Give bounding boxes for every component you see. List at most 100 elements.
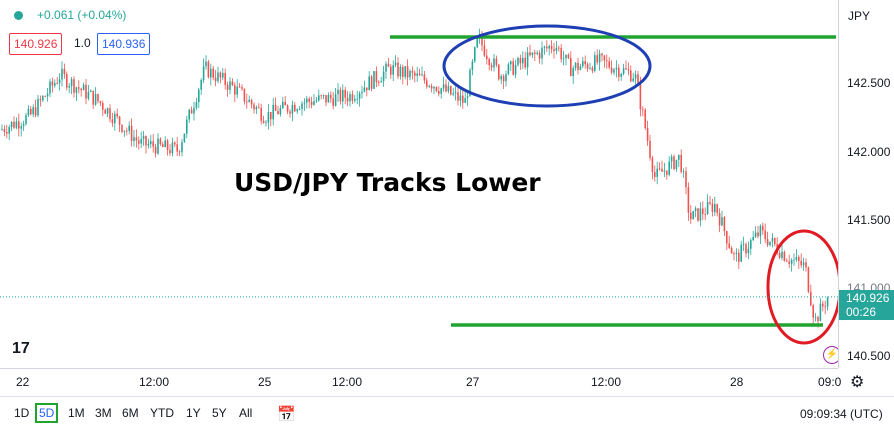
candle-body (488, 59, 490, 66)
candle-body (138, 140, 140, 144)
candle-body (754, 232, 757, 237)
bid-price-button[interactable]: 140.926 (9, 33, 63, 55)
candle-body (94, 94, 97, 105)
candle-body (721, 217, 723, 226)
candle-body (54, 83, 56, 86)
spread-value: 1.0 (74, 36, 91, 50)
candle-body (279, 107, 282, 115)
clock-display: 09:09:34 (UTC) (800, 407, 883, 421)
range-1d-button[interactable]: 1D (14, 406, 30, 420)
candle-body (116, 113, 118, 117)
candle-body (673, 156, 675, 170)
candle-body (445, 84, 447, 92)
candle-body (459, 95, 462, 101)
gear-icon[interactable]: ⚙ (850, 374, 865, 391)
range-1y-button[interactable]: 1Y (186, 406, 201, 420)
candle-body (781, 251, 783, 258)
candle-body (181, 142, 183, 153)
candle-body (310, 101, 313, 105)
candle-body (483, 45, 486, 56)
market-status-dot (14, 11, 23, 20)
candle-body (339, 89, 342, 102)
calendar-icon[interactable]: 📅 (277, 406, 296, 423)
candle-body (226, 84, 229, 90)
candle-body (433, 86, 435, 89)
candle-body (66, 74, 68, 88)
candle-body (594, 55, 596, 72)
candle-body (272, 104, 274, 120)
candle-body (75, 87, 78, 93)
candle-body (58, 79, 61, 84)
range-5y-button[interactable]: 5Y (212, 406, 227, 420)
candle-body (608, 61, 610, 68)
candle-body (404, 66, 406, 77)
range-5d-button[interactable]: 5D (35, 403, 59, 423)
candle-body (51, 81, 54, 86)
candle-body (258, 107, 260, 108)
candle-body (814, 317, 817, 318)
currency-selector[interactable]: JPY (848, 9, 871, 23)
ask-price-button[interactable]: 140.936 (97, 33, 151, 55)
candle-body (627, 69, 630, 71)
candle-body (212, 68, 214, 78)
range-1m-button[interactable]: 1M (68, 406, 85, 420)
range-3m-button[interactable]: 3M (95, 406, 112, 420)
candle-body (536, 52, 538, 55)
range-all-button[interactable]: All (239, 406, 253, 420)
candle-body (625, 68, 627, 70)
candle-body (582, 61, 584, 67)
candle-body (349, 94, 351, 102)
candle-body (558, 47, 560, 49)
candle-body (774, 238, 776, 245)
candle-body (320, 95, 322, 97)
candle-body (529, 52, 531, 56)
candle-body (46, 93, 49, 97)
candle-body (702, 208, 704, 214)
range-ytd-button[interactable]: YTD (150, 406, 174, 420)
candle-body (147, 144, 150, 146)
candle-body (546, 46, 548, 49)
candle-body (474, 47, 476, 62)
candle-body (682, 171, 685, 173)
candle-body (301, 103, 303, 109)
candle-body (500, 76, 502, 80)
candle-body (198, 89, 200, 103)
candle-body (135, 137, 138, 141)
candle-body (313, 101, 315, 105)
candle-body (740, 244, 742, 262)
candle-body (6, 131, 8, 134)
candle-body (296, 109, 298, 112)
candle-body (438, 91, 440, 94)
candle-body (752, 236, 754, 241)
candle-body (601, 53, 603, 56)
candle-body (589, 67, 591, 69)
candle-body (538, 52, 541, 59)
chart-area[interactable]: +0.061 (+0.04%) 140.926 1.0 140.936 USD/… (0, 0, 841, 368)
price-axis[interactable]: JPY 142.500 142.000 141.500 141.000 140.… (838, 0, 894, 368)
candle-body (126, 130, 128, 132)
candle-body (82, 84, 85, 91)
candle-body (109, 108, 111, 120)
candlestick-chart[interactable] (0, 0, 838, 368)
candle-body (248, 99, 250, 103)
candle-body (73, 79, 75, 93)
candle-body (10, 121, 13, 128)
candle-body (114, 113, 116, 124)
consolidation-ellipse (442, 24, 652, 108)
candle-body (649, 140, 651, 158)
time-axis[interactable]: 22 12:00 25 12:00 27 12:00 28 09:0 (0, 368, 841, 397)
candle-body (802, 262, 805, 266)
candle-body (493, 58, 495, 68)
candle-body (550, 46, 553, 50)
candle-body (351, 94, 354, 101)
candle-body (375, 71, 378, 83)
price-change-row: +0.061 (+0.04%) (14, 8, 126, 22)
tradingview-logo[interactable]: 17 (12, 340, 30, 357)
range-6m-button[interactable]: 6M (122, 406, 139, 420)
candle-body (565, 54, 567, 59)
current-price-tag: 140.926 00:26 (839, 290, 894, 320)
candle-body (344, 89, 346, 98)
candle-body (200, 80, 202, 90)
price-change: +0.061 (+0.04%) (37, 8, 127, 22)
candle-body (596, 55, 598, 63)
